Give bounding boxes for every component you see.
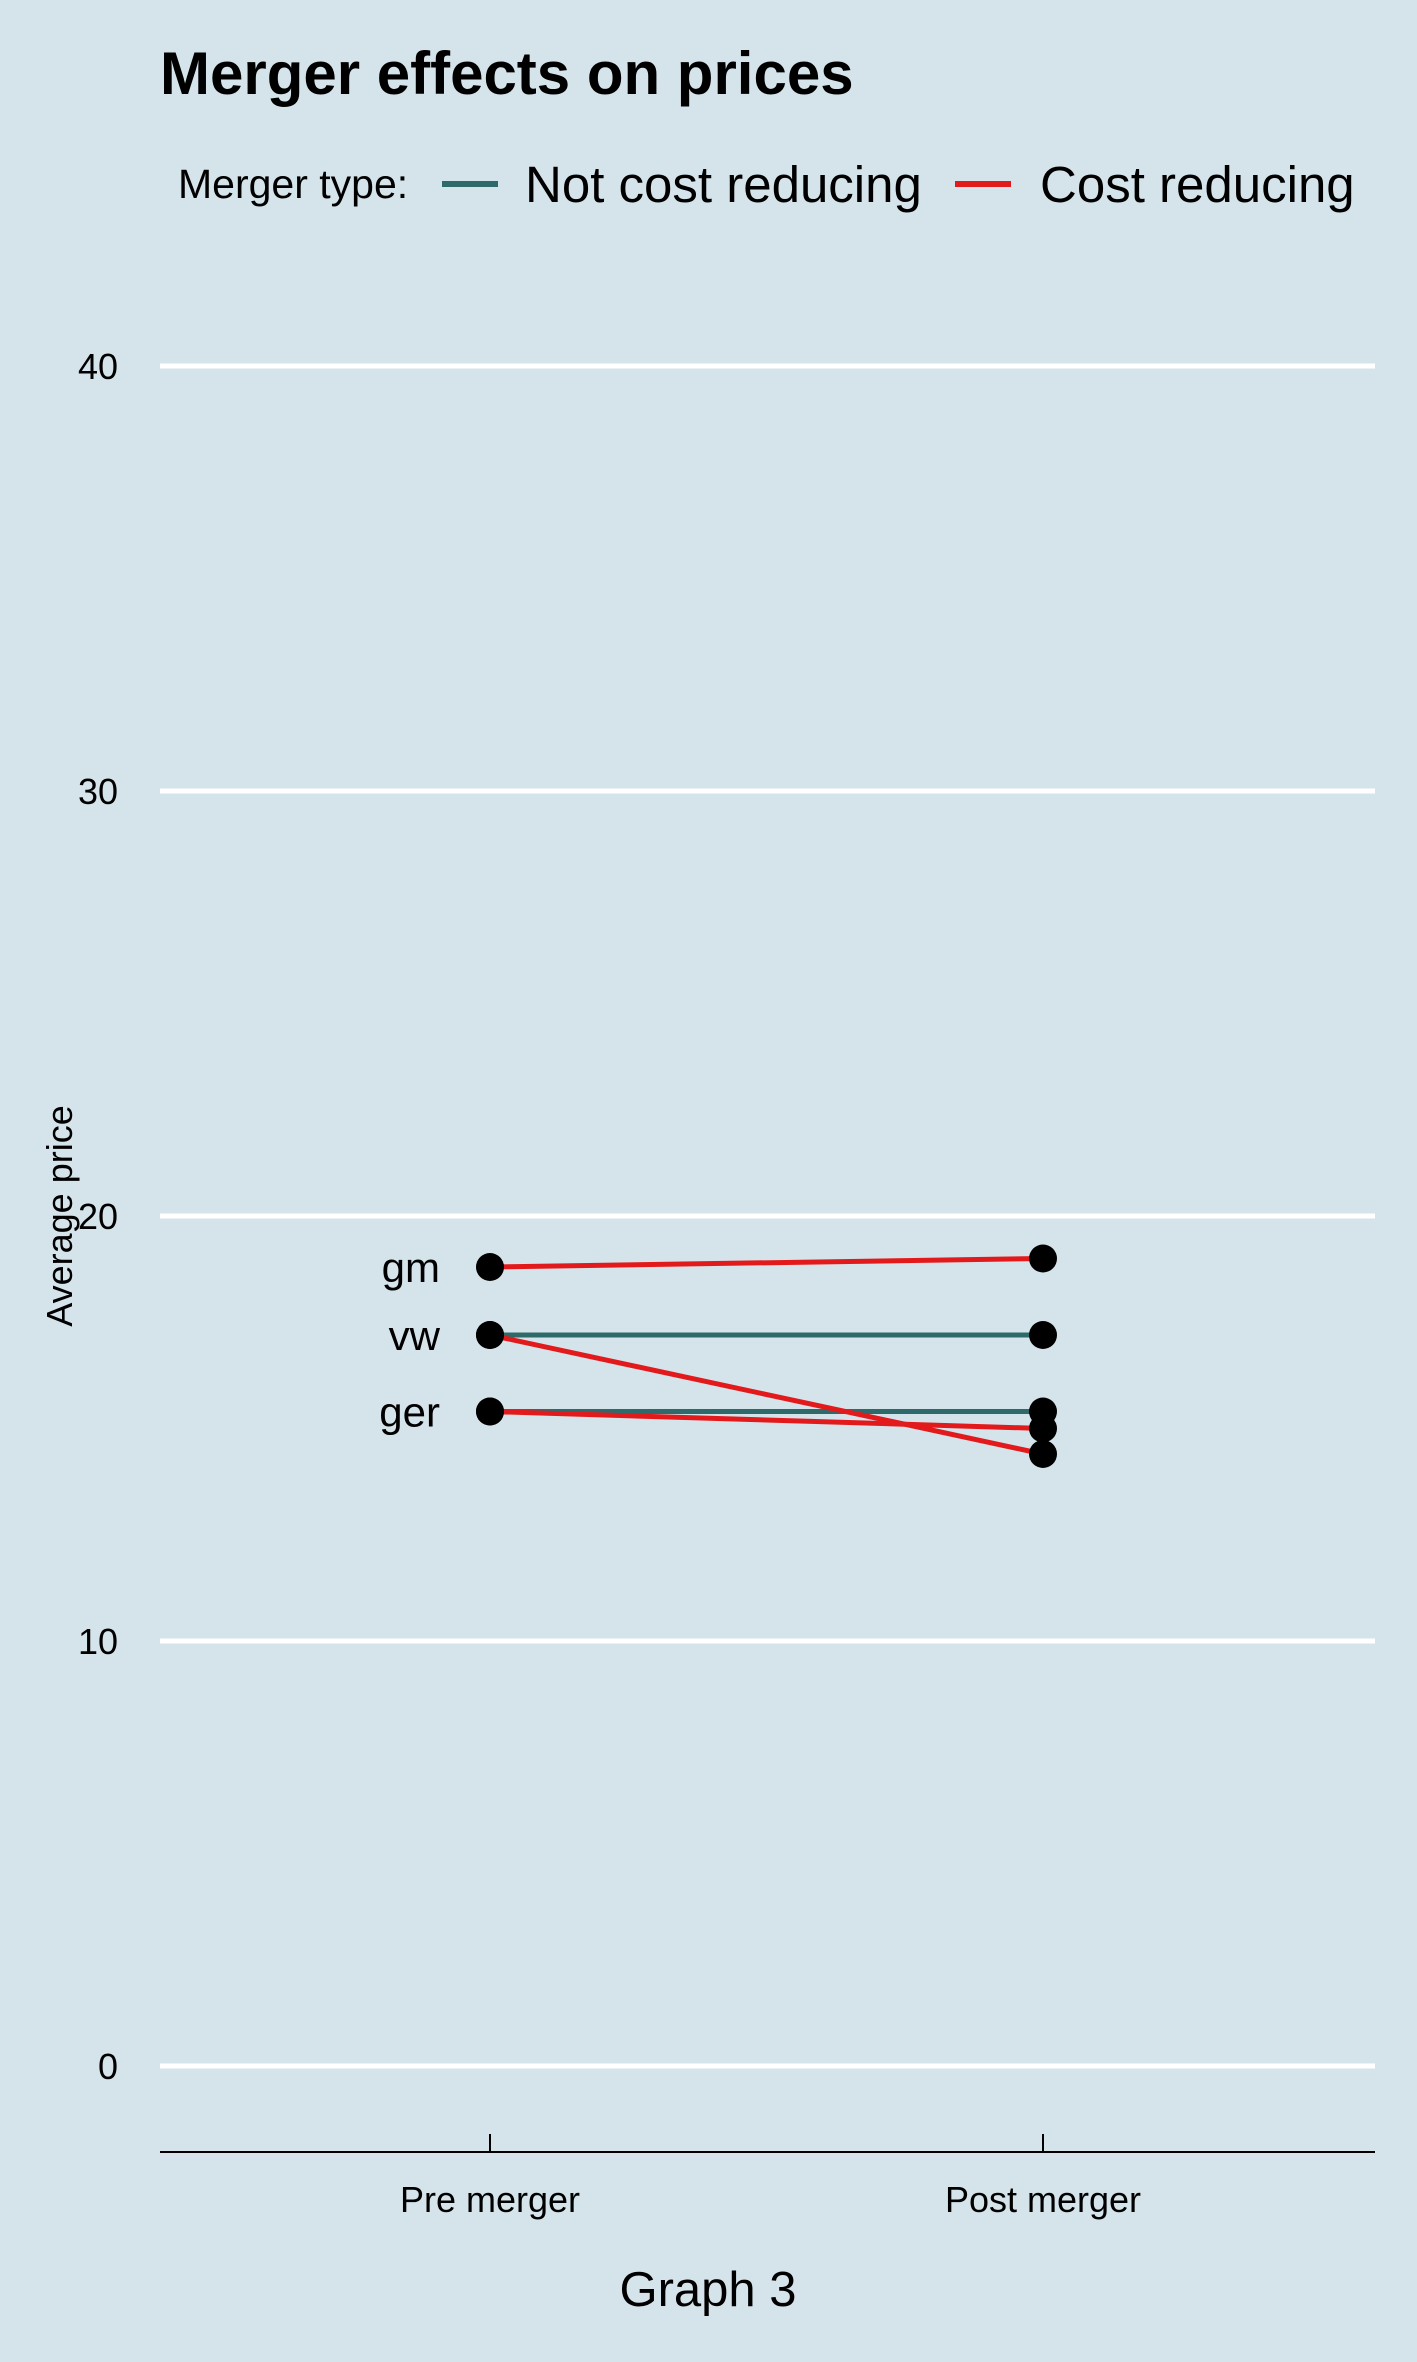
point-cost-reducing-ger-post — [1029, 1414, 1057, 1443]
point-labels: gm vw ger — [379, 1244, 440, 1436]
series-points — [476, 1244, 1057, 1468]
series-lines — [489, 1256, 1044, 1457]
x-axis-title: Graph 3 — [619, 2263, 796, 2317]
x-ticks: Pre merger Post merger — [400, 2134, 1141, 2220]
point-cost-reducing-ger-pre — [476, 1397, 504, 1426]
legend-label-cost-reducing: Cost reducing — [1040, 156, 1355, 213]
point-label-gm: gm — [382, 1244, 440, 1291]
legend-title: Merger type: — [178, 161, 408, 207]
y-tick-label-40: 40 — [78, 346, 118, 387]
point-label-ger: ger — [379, 1389, 440, 1436]
y-axis-label: Average price — [39, 1105, 80, 1326]
x-tick-label-pre-merger: Pre merger — [400, 2179, 580, 2220]
y-tick-label-0: 0 — [98, 2046, 118, 2087]
legend: Merger type: Not cost reducing Cost redu… — [178, 156, 1355, 213]
legend-label-not-cost-reducing: Not cost reducing — [525, 156, 922, 213]
point-cost-reducing-gm-pre — [476, 1253, 504, 1281]
series-line-cost-reducing-vw — [489, 1332, 1044, 1457]
point-cost-reducing-vw-pre — [476, 1321, 504, 1349]
x-tick-label-post-merger: Post merger — [945, 2179, 1141, 2220]
y-tick-label-30: 30 — [78, 771, 118, 812]
gridlines — [160, 363, 1375, 2069]
point-cost-reducing-vw-post — [1029, 1440, 1057, 1468]
series-line-cost-reducing-gm — [489, 1256, 1044, 1270]
y-tick-label-10: 10 — [78, 1621, 118, 1662]
point-cost-reducing-gm-post — [1029, 1244, 1057, 1273]
y-tick-labels: 0 10 20 30 40 — [78, 346, 118, 2087]
y-tick-label-20: 20 — [78, 1196, 118, 1237]
point-label-vw: vw — [389, 1312, 441, 1359]
series-line-cost-reducing-ger — [489, 1409, 1044, 1431]
chart-title: Merger effects on prices — [160, 40, 854, 107]
point-not-cost-reducing-vw-post — [1029, 1321, 1057, 1349]
